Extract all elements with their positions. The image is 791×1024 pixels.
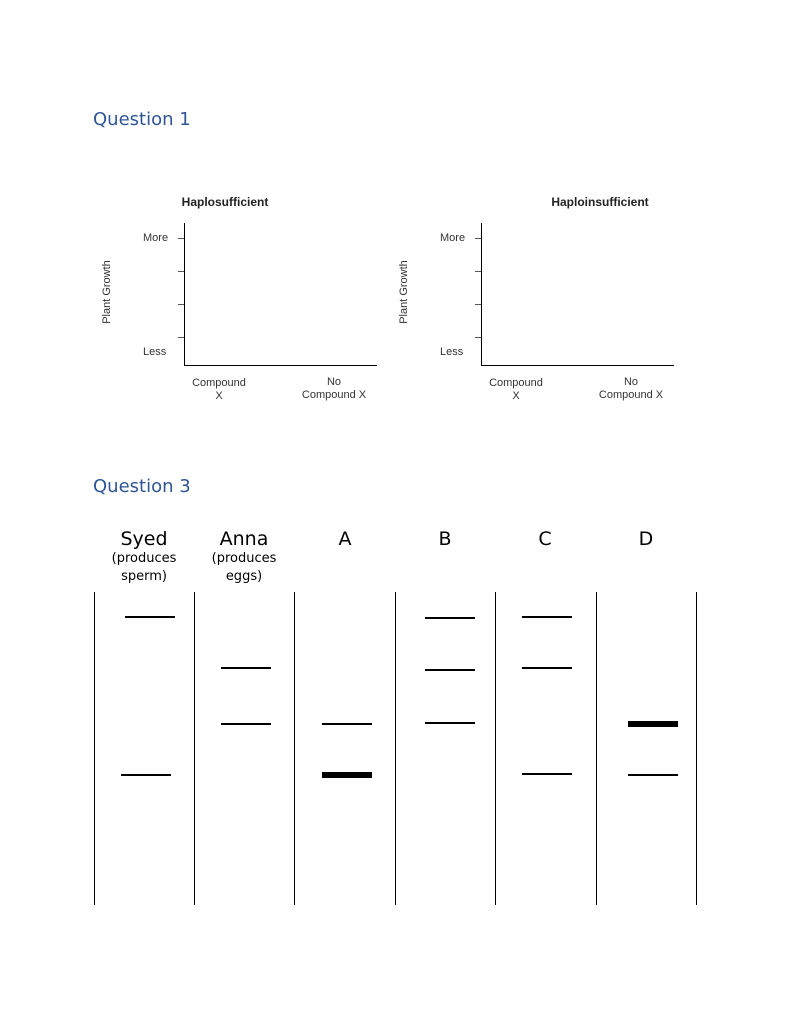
x-axis-line	[184, 365, 377, 366]
lane-name: C	[538, 528, 552, 550]
y-axis-line	[184, 223, 185, 366]
lane-name: A	[338, 528, 352, 550]
x-label-line: Compound	[192, 377, 246, 389]
gel-band	[121, 774, 171, 776]
y-tick	[475, 238, 481, 239]
y-bottom-label: Less	[143, 346, 167, 358]
gel-band	[322, 723, 372, 725]
question-3-heading: Question 3	[93, 476, 191, 497]
haploinsufficient-plot: Haploinsufficient Plant Growth More Less…	[387, 195, 687, 425]
y-tick	[178, 238, 184, 239]
x-label-line: Compound X	[598, 389, 664, 401]
lane-header-syed: Syed (produces sperm)	[94, 528, 194, 586]
y-tick	[178, 304, 184, 305]
gel-band	[628, 774, 678, 776]
lane-divider	[395, 592, 396, 905]
gel-band-thick	[322, 772, 372, 778]
y-tick	[178, 337, 184, 338]
x-label-line: X	[215, 390, 223, 402]
lane-divider	[94, 592, 95, 905]
lane-sub: sperm)	[121, 569, 167, 584]
lane-header-c: C	[495, 528, 595, 550]
x-label-line: No	[326, 376, 342, 388]
gel-band	[425, 669, 475, 671]
x-label-line: No	[623, 376, 639, 388]
gel-band	[522, 773, 572, 775]
gel-band	[125, 616, 175, 618]
y-tick	[475, 337, 481, 338]
gel-band	[425, 617, 475, 619]
lane-divider	[194, 592, 195, 905]
x-label-line: Compound X	[301, 389, 367, 401]
lane-header-a: A	[295, 528, 395, 550]
lane-name: Anna	[219, 528, 269, 550]
x-label-compound-x: Compound X	[184, 377, 254, 403]
lane-name: B	[438, 528, 452, 550]
haplosufficient-plot: Haplosufficient Plant Growth More Less C…	[90, 195, 390, 425]
y-axis-label: Plant Growth	[101, 260, 113, 324]
x-label-compound-x: Compound X	[481, 377, 551, 403]
x-label-line: X	[512, 390, 520, 402]
y-axis-line	[481, 223, 482, 366]
gel-band	[221, 723, 271, 725]
x-axis-line	[481, 365, 674, 366]
plot-title: Haploinsufficient	[551, 195, 649, 209]
x-label-no-compound-x: No Compound X	[591, 376, 671, 402]
lane-name: D	[638, 528, 654, 550]
gel-band-thick	[628, 721, 678, 727]
lane-divider	[495, 592, 496, 905]
lane-sub: (produces	[111, 551, 177, 566]
y-tick	[475, 304, 481, 305]
lane-divider	[696, 592, 697, 905]
y-tick	[178, 271, 184, 272]
gel-band	[221, 667, 271, 669]
plot-title: Haplosufficient	[181, 195, 269, 209]
y-axis-label: Plant Growth	[398, 260, 410, 324]
gel-band	[522, 616, 572, 618]
x-label-no-compound-x: No Compound X	[294, 376, 374, 402]
y-top-label: More	[440, 232, 466, 244]
gel-band	[522, 667, 572, 669]
lane-header-b: B	[395, 528, 495, 550]
lane-header-anna: Anna (produces eggs)	[194, 528, 294, 586]
lane-divider	[596, 592, 597, 905]
question-1-heading: Question 1	[93, 109, 191, 130]
lane-sub: (produces	[211, 551, 277, 566]
y-top-label: More	[143, 232, 169, 244]
gel-band	[425, 722, 475, 724]
y-bottom-label: Less	[440, 346, 464, 358]
lane-name: Syed	[120, 528, 168, 550]
lane-divider	[294, 592, 295, 905]
lane-sub: eggs)	[225, 569, 263, 584]
y-tick	[475, 271, 481, 272]
x-label-line: Compound	[489, 377, 543, 389]
lane-header-d: D	[596, 528, 696, 550]
